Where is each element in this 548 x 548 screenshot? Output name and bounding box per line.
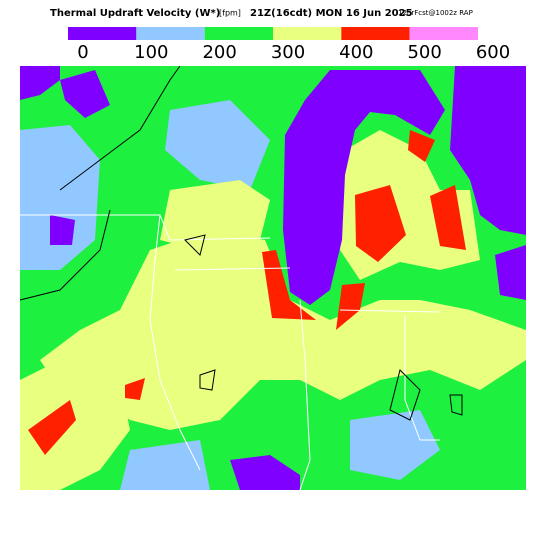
field-region <box>125 378 145 400</box>
model-run: 12hrFcst@1002z RAP <box>398 9 473 17</box>
field-region <box>60 70 110 118</box>
contours <box>19 65 463 421</box>
field-region <box>160 180 270 250</box>
field-region <box>230 455 300 490</box>
legend: 0 100 200 300 400 500 600 <box>68 27 510 63</box>
field-region <box>336 283 365 330</box>
legend-label: 600 <box>476 42 510 63</box>
legend-label: 400 <box>339 42 373 63</box>
legend-swatch <box>409 27 478 40</box>
field-region <box>430 185 466 250</box>
legend-label: 300 <box>271 42 305 63</box>
field-region <box>165 100 270 190</box>
field-region <box>20 125 100 270</box>
legend-label: 0 <box>77 42 88 63</box>
field-region <box>355 185 406 262</box>
lake-michigan <box>283 70 445 305</box>
legend-label: 500 <box>407 42 441 63</box>
map <box>19 65 526 491</box>
legend-swatch <box>273 27 342 40</box>
field-region <box>120 440 210 490</box>
units: [fpm] <box>219 9 241 18</box>
legend-swatch <box>136 27 205 40</box>
field-region <box>408 130 435 162</box>
field-region <box>350 410 440 480</box>
state-borders <box>20 214 441 491</box>
field-region <box>50 215 75 245</box>
field-region <box>262 250 316 320</box>
field-region <box>40 230 526 430</box>
field-region <box>495 245 526 300</box>
field-region <box>28 400 76 455</box>
legend-swatch <box>68 27 137 40</box>
legend-swatch <box>204 27 273 40</box>
legend-label: 200 <box>202 42 236 63</box>
valid-time: 21Z(16cdt) MON 16 Jun 2025 <box>250 8 413 19</box>
field-region <box>20 66 60 100</box>
field-region <box>450 66 526 235</box>
legend-label: 100 <box>134 42 168 63</box>
field-region <box>20 360 130 490</box>
legend-swatch <box>341 27 410 40</box>
title: Thermal Updraft Velocity (W*) <box>50 8 220 19</box>
